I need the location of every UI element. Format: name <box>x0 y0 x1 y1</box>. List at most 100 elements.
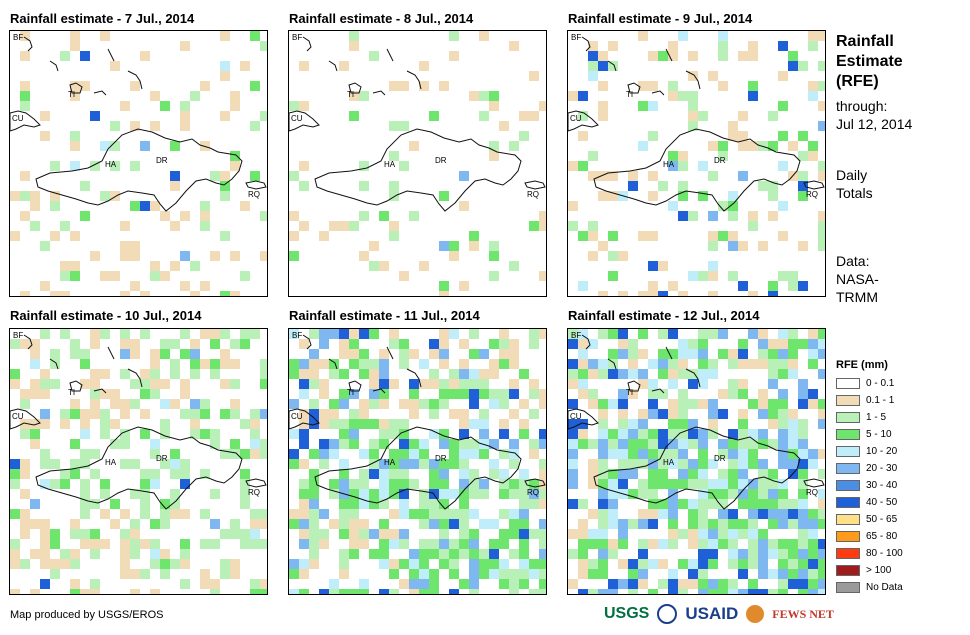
rainfall-cell <box>768 439 778 449</box>
rainfall-cell <box>160 559 170 569</box>
rainfall-cell <box>389 221 399 231</box>
rainfall-cell <box>100 369 110 379</box>
rainfall-cell <box>758 539 768 549</box>
rainfall-cell <box>289 369 299 379</box>
rainfall-cell <box>190 91 200 101</box>
rainfall-cell <box>40 519 50 529</box>
rainfall-cell <box>140 291 150 296</box>
rainfall-cell <box>469 479 479 489</box>
rainfall-cell <box>818 399 825 409</box>
rainfall-cell <box>618 459 628 469</box>
rainfall-cell <box>449 251 459 261</box>
rainfall-cell <box>598 241 608 251</box>
rainfall-cell <box>768 281 778 291</box>
rainfall-cell <box>648 51 658 61</box>
rainfall-cell <box>628 171 638 181</box>
rainfall-cell <box>568 201 578 211</box>
rainfall-cell <box>568 469 578 479</box>
rainfall-cell <box>658 261 668 271</box>
rainfall-cell <box>459 409 469 419</box>
rainfall-cell <box>349 499 359 509</box>
rainfall-cell <box>30 349 40 359</box>
rainfall-cell <box>748 429 758 439</box>
rainfall-cell <box>778 271 788 281</box>
bahamas-outline <box>127 70 143 90</box>
rainfall-cell <box>359 539 369 549</box>
rainfall-cell <box>389 589 399 594</box>
rainfall-cell <box>728 539 738 549</box>
rainfall-cell <box>728 579 738 589</box>
rainfall-cell <box>30 419 40 429</box>
rainfall-cell <box>40 241 50 251</box>
rainfall-cell <box>339 469 349 479</box>
rainfall-cell <box>768 549 778 559</box>
usgs-logo: USGS <box>604 605 650 622</box>
rainfall-cell <box>738 589 748 594</box>
rainfall-cell <box>578 439 588 449</box>
rainfall-cell <box>628 489 638 499</box>
rainfall-cell <box>658 479 668 489</box>
rainfall-cell <box>349 509 359 519</box>
rainfall-cell <box>748 41 758 51</box>
rainfall-cell <box>608 519 618 529</box>
rainfall-cell <box>628 469 638 479</box>
rainfall-cell <box>339 549 349 559</box>
rainfall-cell <box>439 499 449 509</box>
rainfall-cell <box>180 539 190 549</box>
rainfall-cell <box>758 489 768 499</box>
rainfall-cell <box>539 569 546 579</box>
rainfall-cell <box>489 241 499 251</box>
rainfall-cell <box>668 569 678 579</box>
rainfall-cell <box>90 499 100 509</box>
rainfall-cell <box>598 369 608 379</box>
rainfall-cell <box>20 519 30 529</box>
rainfall-cell <box>738 549 748 559</box>
side-title: Rainfall Estimate (RFE) <box>836 32 903 92</box>
rainfall-cell <box>389 339 399 349</box>
rainfall-cell <box>778 589 788 594</box>
rainfall-cell <box>439 399 449 409</box>
rainfall-cell <box>678 449 688 459</box>
rainfall-cell <box>678 211 688 221</box>
rainfall-cell <box>648 389 658 399</box>
rainfall-cell <box>668 499 678 509</box>
rainfall-cell <box>469 399 479 409</box>
rainfall-cell <box>429 589 439 594</box>
rainfall-cell <box>100 409 110 419</box>
rainfall-cell <box>648 291 658 296</box>
rainfall-cell <box>668 479 678 489</box>
rainfall-cell <box>798 281 808 291</box>
rainfall-cell <box>90 399 100 409</box>
rainfall-cell <box>409 409 419 419</box>
rainfall-cell <box>568 329 578 339</box>
legend-label: No Data <box>866 581 903 593</box>
rainfall-cell <box>688 369 698 379</box>
rainfall-cell <box>718 329 728 339</box>
rainfall-cell <box>409 549 419 559</box>
rainfall-cell <box>688 71 698 81</box>
rainfall-cell <box>40 479 50 489</box>
rainfall-cell <box>200 281 210 291</box>
rainfall-cell <box>628 569 638 579</box>
rainfall-cell <box>658 559 668 569</box>
rainfall-cell <box>738 51 748 61</box>
rainfall-cell <box>509 549 519 559</box>
rainfall-cell <box>389 419 399 429</box>
rainfall-cell <box>678 389 688 399</box>
rainfall-cell <box>469 439 479 449</box>
rainfall-cell <box>250 509 260 519</box>
rainfall-cell <box>588 539 598 549</box>
rainfall-cell <box>240 529 250 539</box>
rainfall-cell <box>339 529 349 539</box>
rainfall-cell <box>638 419 648 429</box>
map-label-ha: HA <box>384 160 396 169</box>
rainfall-cell <box>329 519 339 529</box>
rainfall-cell <box>40 549 50 559</box>
rainfall-cell <box>439 479 449 489</box>
rainfall-cell <box>618 479 628 489</box>
rainfall-cell <box>70 579 80 589</box>
rainfall-cell <box>329 369 339 379</box>
data-label: Data: <box>836 253 870 269</box>
rainfall-cell <box>289 251 299 261</box>
rainfall-cell <box>429 111 439 121</box>
